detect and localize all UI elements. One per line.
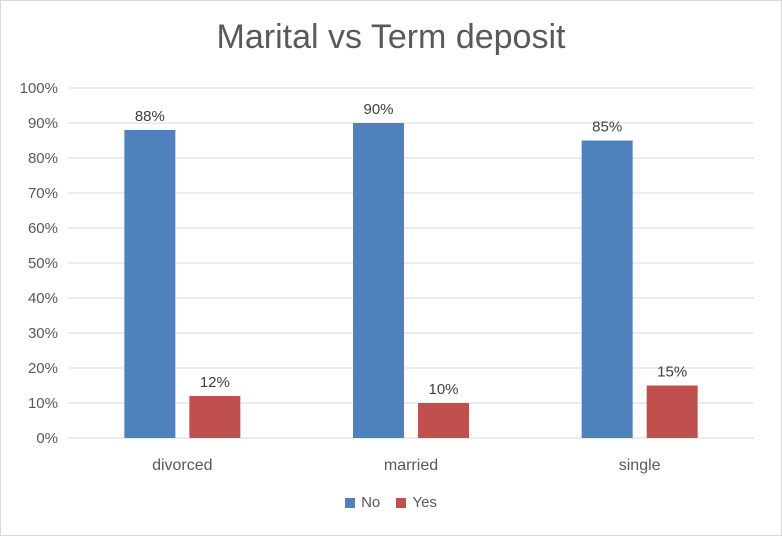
chart-legend: No Yes bbox=[0, 494, 782, 512]
bar-no-divorced bbox=[124, 130, 176, 438]
bar-yes-single bbox=[646, 385, 698, 438]
x-tick-label-divorced: divorced bbox=[152, 457, 212, 474]
data-label-no-single: 85% bbox=[592, 119, 622, 136]
legend-item-yes: Yes bbox=[396, 494, 437, 511]
y-tick-label-70: 70% bbox=[28, 185, 58, 202]
bar-no-single bbox=[581, 140, 633, 438]
y-tick-label-40: 40% bbox=[28, 290, 58, 307]
legend-swatch-yes bbox=[396, 497, 407, 508]
data-label-yes-married: 10% bbox=[428, 381, 458, 398]
y-tick-label-60: 60% bbox=[28, 220, 58, 237]
y-tick-label-80: 80% bbox=[28, 150, 58, 167]
y-tick-label-30: 30% bbox=[28, 325, 58, 342]
x-tick-label-married: married bbox=[384, 457, 438, 474]
legend-label-yes: Yes bbox=[412, 494, 437, 511]
bar-yes-married bbox=[418, 403, 469, 438]
y-tick-label-100: 100% bbox=[20, 80, 58, 97]
y-tick-label-90: 90% bbox=[28, 115, 58, 132]
legend-item-no: No bbox=[345, 494, 380, 511]
y-tick-label-50: 50% bbox=[28, 255, 58, 272]
data-label-no-divorced: 88% bbox=[135, 108, 165, 125]
y-tick-label-10: 10% bbox=[28, 395, 58, 412]
y-tick-label-0: 0% bbox=[36, 430, 58, 447]
data-label-yes-single: 15% bbox=[657, 364, 687, 381]
data-label-yes-divorced: 12% bbox=[200, 374, 230, 391]
legend-label-no: No bbox=[361, 494, 381, 511]
legend-swatch-no bbox=[345, 497, 356, 508]
chart-title: Marital vs Term deposit bbox=[216, 18, 566, 56]
x-tick-label-single: single bbox=[619, 457, 661, 474]
bar-no-married bbox=[353, 123, 404, 438]
y-tick-label-20: 20% bbox=[28, 360, 58, 377]
data-label-no-married: 90% bbox=[363, 101, 393, 118]
bar-yes-divorced bbox=[189, 396, 241, 438]
